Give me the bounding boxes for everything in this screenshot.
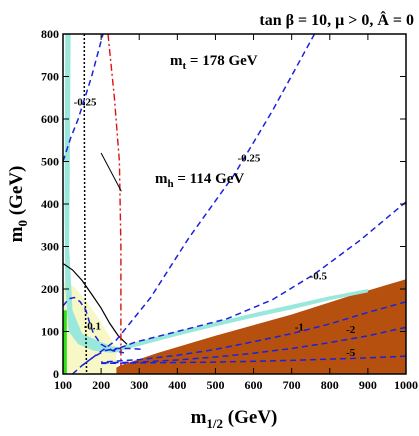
x-tick-label: 400 [168, 378, 186, 392]
region-green-strip [63, 310, 67, 374]
regions-layer [63, 34, 406, 374]
x-axis-label: m1/2 (GeV) [191, 407, 278, 431]
contour-label-6: -5 [346, 347, 356, 359]
contours-layer [63, 34, 406, 374]
x-tick-label: 900 [359, 378, 377, 392]
y-tick-label: 0 [53, 367, 59, 381]
line-black-dotted [83, 34, 88, 374]
line-chargino-bound [63, 263, 128, 345]
region-stau-lsp [104, 279, 406, 374]
x-tick-label: 600 [245, 378, 263, 392]
contour-label-4: -1 [295, 322, 304, 334]
y-tick-label: 300 [41, 240, 59, 254]
mt-annotation: mt = 178 GeV [170, 53, 258, 72]
y-tick-label: 100 [41, 325, 59, 339]
region-cosmology-strip-diagonal [116, 289, 368, 352]
contour-labels-layer: -0.25 -0.25 -0.5 -1 -2 -5 -0.1 [74, 96, 356, 359]
mh-annotation: mh = 114 GeV [155, 171, 244, 190]
contour-line-5 [101, 326, 406, 364]
line-mh-114 [107, 34, 122, 366]
x-axis-ticks: 100 200 300 400 500 600 700 800 900 1000 [54, 34, 418, 392]
y-tick-label: 200 [41, 282, 59, 296]
contour-label-1: -0.25 [74, 96, 97, 108]
x-tick-label: 1000 [394, 378, 418, 392]
y-tick-label: 600 [41, 112, 59, 126]
y-tick-label: 700 [41, 70, 59, 84]
contour-line-6 [101, 355, 406, 365]
contour-line-3 [112, 201, 406, 352]
contour-line-8 [72, 347, 144, 374]
x-tick-label: 700 [283, 378, 301, 392]
y-axis-ticks: 0 100 200 300 400 500 600 700 800 [41, 27, 406, 381]
contour-label-2: -0.25 [238, 153, 261, 165]
x-tick-label: 500 [206, 378, 224, 392]
contour-line-2 [81, 34, 316, 367]
y-axis-label: m0 (GeV) [6, 166, 30, 243]
contour-label-5: -2 [346, 324, 356, 336]
contour-label-7: -0.1 [84, 320, 101, 332]
chart-title: tan β = 10, μ > 0, Â = 0 [259, 10, 414, 29]
contour-line-4 [101, 301, 406, 363]
x-tick-label: 200 [92, 378, 110, 392]
region-cosmology-strip-vertical [64, 34, 123, 353]
x-tick-label: 300 [130, 378, 148, 392]
mh-arrow [100, 152, 122, 192]
x-tick-label: 100 [54, 378, 72, 392]
y-tick-label: 800 [41, 27, 59, 41]
y-tick-label: 400 [41, 197, 59, 211]
x-tick-label: 800 [321, 378, 339, 392]
y-tick-label: 500 [41, 155, 59, 169]
lines-layer [63, 34, 128, 374]
contour-line-1 [63, 34, 104, 162]
contour-label-3: -0.5 [310, 271, 328, 283]
contour-line-7 [63, 296, 125, 354]
